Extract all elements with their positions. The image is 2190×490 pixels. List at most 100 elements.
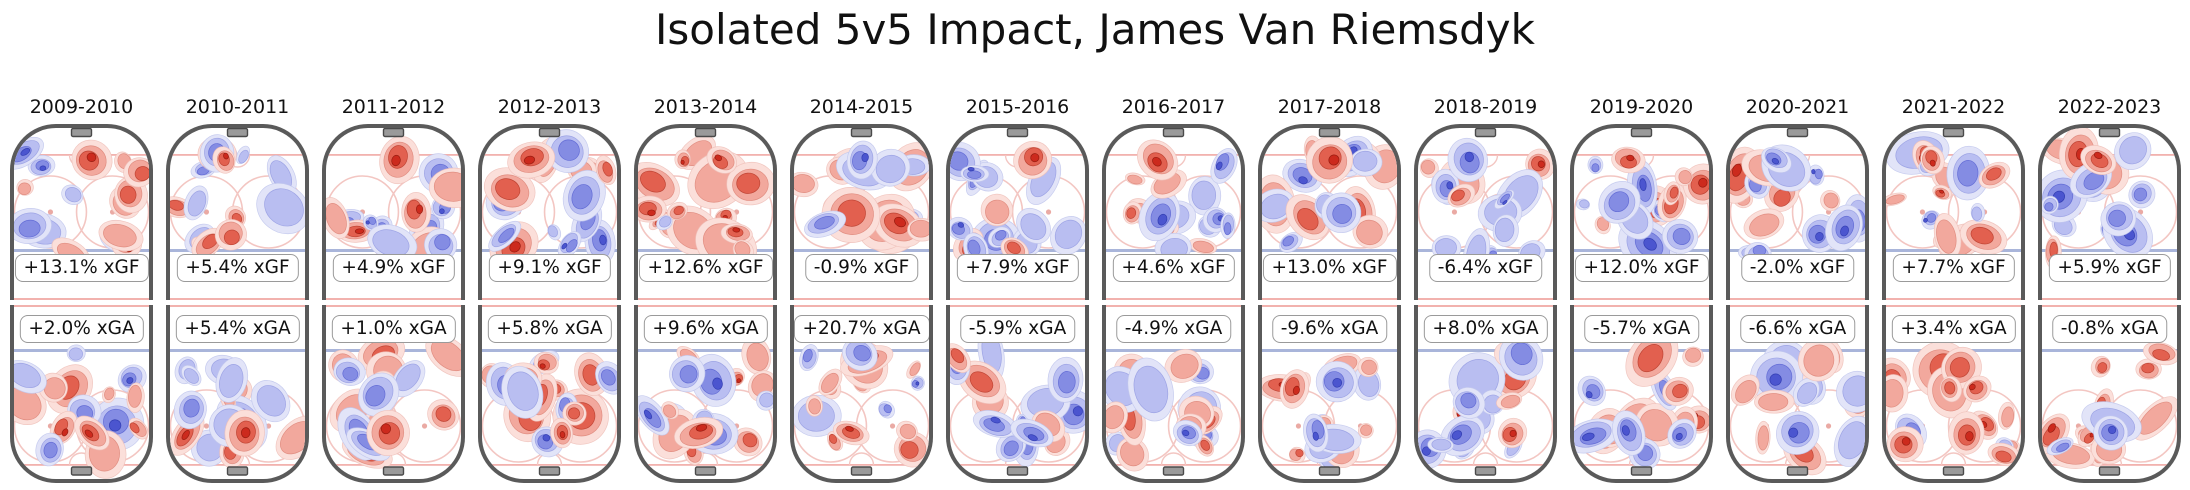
season-column: 2011-2012 +4.9% xGF +1.0% xGA: [322, 96, 465, 483]
offense-heatmap: [638, 127, 773, 273]
offense-rink-panel: +12.0% xGF: [1570, 123, 1713, 300]
defense-rink-panel: +9.6% xGA: [634, 304, 777, 483]
defense-rink-panel: +2.0% xGA: [10, 304, 153, 483]
goal-net-icon: [850, 465, 873, 476]
xgf-badge: +7.7% xGF: [1892, 253, 2015, 282]
goal-net-icon: [1630, 127, 1653, 137]
goal-net-icon: [1318, 127, 1341, 137]
faceoff-dot: [1919, 208, 1926, 215]
offense-heatmap: [482, 127, 617, 270]
season-label: 2019-2020: [1589, 95, 1694, 118]
blue-line: [2042, 248, 2177, 252]
heatmap-blobs: [1122, 139, 1238, 263]
offense-heatmap: [14, 127, 149, 267]
season-label: 2009-2010: [29, 95, 134, 118]
blue-line: [482, 248, 617, 252]
xga-badge: +9.6% xGA: [643, 314, 768, 343]
heatmap-blobs: [794, 337, 929, 467]
season-label: 2015-2016: [965, 95, 1070, 118]
goal-net-icon: [2098, 127, 2121, 137]
goal-net-icon: [1006, 127, 1029, 137]
offense-heatmap: [2042, 127, 2177, 269]
defense-rink-panel: -0.8% xGA: [2038, 304, 2181, 483]
offense-heatmap: [1262, 127, 1397, 253]
center-red-line: [1106, 304, 1241, 307]
heatmap-blobs: [1886, 130, 2011, 260]
offense-heatmap: [1730, 127, 1865, 265]
season-grid: 2009-2010 +13.1% xGF +2.0% xGA 2010-2011 +5.…: [0, 96, 2190, 483]
defense-heatmap: [1418, 333, 1553, 476]
goal-line: [1886, 463, 2021, 466]
xgf-badge: +4.6% xGF: [1112, 253, 1235, 282]
xga-badge: -5.7% xGA: [1583, 314, 1700, 343]
defense-rink-panel: +3.4% xGA: [1882, 304, 2025, 483]
faceoff-dot: [1045, 208, 1052, 215]
goal-net-icon: [538, 465, 561, 476]
goal-net-icon: [70, 465, 93, 476]
xgf-badge: +13.1% xGF: [14, 253, 149, 282]
center-red-line: [1730, 304, 1865, 307]
heatmap-blobs: [794, 140, 929, 254]
heatmap-blobs: [170, 133, 305, 259]
goal-crease: [1472, 451, 1499, 465]
defense-heatmap: [2042, 341, 2177, 476]
xga-badge: -9.6% xGA: [1271, 314, 1388, 343]
season-column: 2012-2013 +9.1% xGF +5.8% xGA: [478, 96, 621, 483]
center-red-line: [14, 297, 149, 300]
xga-badge: +5.8% xGA: [487, 314, 612, 343]
offense-rink-panel: +4.9% xGF: [322, 123, 465, 300]
defense-rink-panel: +1.0% xGA: [322, 304, 465, 483]
offense-rink-panel: +7.7% xGF: [1882, 123, 2025, 300]
offense-rink-panel: +13.1% xGF: [10, 123, 153, 300]
heatmap-blobs: [638, 336, 773, 465]
heatmap-blobs: [1418, 333, 1544, 469]
xgf-badge: +12.6% xGF: [638, 253, 773, 282]
heatmap-blobs: [1574, 328, 1709, 470]
season-column: 2017-2018 +13.0% xGF -9.6% xGA: [1258, 96, 1401, 483]
xgf-badge: +7.9% xGF: [956, 253, 1079, 282]
goal-net-icon: [2098, 465, 2121, 476]
center-red-line: [1730, 297, 1865, 300]
heatmap-blobs: [950, 324, 1085, 467]
blue-line: [1106, 348, 1241, 352]
offense-heatmap: [1886, 127, 2021, 260]
heatmap-blobs: [482, 349, 617, 457]
season-label: 2013-2014: [653, 95, 758, 118]
defense-heatmap: [14, 344, 149, 479]
goal-net-icon: [1318, 465, 1341, 476]
season-column: 2020-2021 -2.0% xGF -6.6% xGA: [1726, 96, 1869, 483]
season-label: 2018-2019: [1433, 95, 1538, 118]
center-red-line: [1574, 297, 1709, 300]
heatmap-blobs: [1730, 336, 1865, 475]
blue-line: [950, 348, 1085, 352]
defense-heatmap: [1106, 348, 1241, 476]
center-red-line: [950, 297, 1085, 300]
defense-rink-panel: +5.4% xGA: [166, 304, 309, 483]
season-column: 2021-2022 +7.7% xGF +3.4% xGA: [1882, 96, 2025, 483]
offense-heatmap: [1106, 127, 1241, 263]
faceoff-circle: [1886, 174, 1960, 249]
season-column: 2014-2015 -0.9% xGF +20.7% xGA: [790, 96, 933, 483]
goal-net-icon: [694, 127, 717, 137]
center-red-line: [1262, 304, 1397, 307]
xgf-badge: +13.0% xGF: [1262, 253, 1397, 282]
goal-crease: [1940, 451, 1967, 465]
xga-badge: +20.7% xGA: [794, 314, 929, 343]
season-label: 2011-2012: [341, 95, 446, 118]
goal-line: [950, 463, 1085, 466]
faceoff-dot: [1451, 208, 1458, 215]
blue-line: [1418, 348, 1553, 352]
heatmap-blobs: [1262, 135, 1397, 253]
goal-line: [482, 463, 617, 466]
goal-net-icon: [1162, 465, 1185, 476]
offense-heatmap: [170, 127, 305, 259]
heatmap-blobs: [326, 135, 461, 264]
offense-rink-panel: -6.4% xGF: [1414, 123, 1557, 300]
season-column: 2013-2014 +12.6% xGF +9.6% xGA: [634, 96, 777, 483]
heatmap-blobs: [1730, 144, 1865, 265]
season-label: 2012-2013: [497, 95, 602, 118]
offense-rink-panel: +5.4% xGF: [166, 123, 309, 300]
defense-rink-panel: -5.9% xGA: [946, 304, 1089, 483]
center-red-line: [1886, 304, 2021, 307]
faceoff-dot: [203, 422, 210, 429]
